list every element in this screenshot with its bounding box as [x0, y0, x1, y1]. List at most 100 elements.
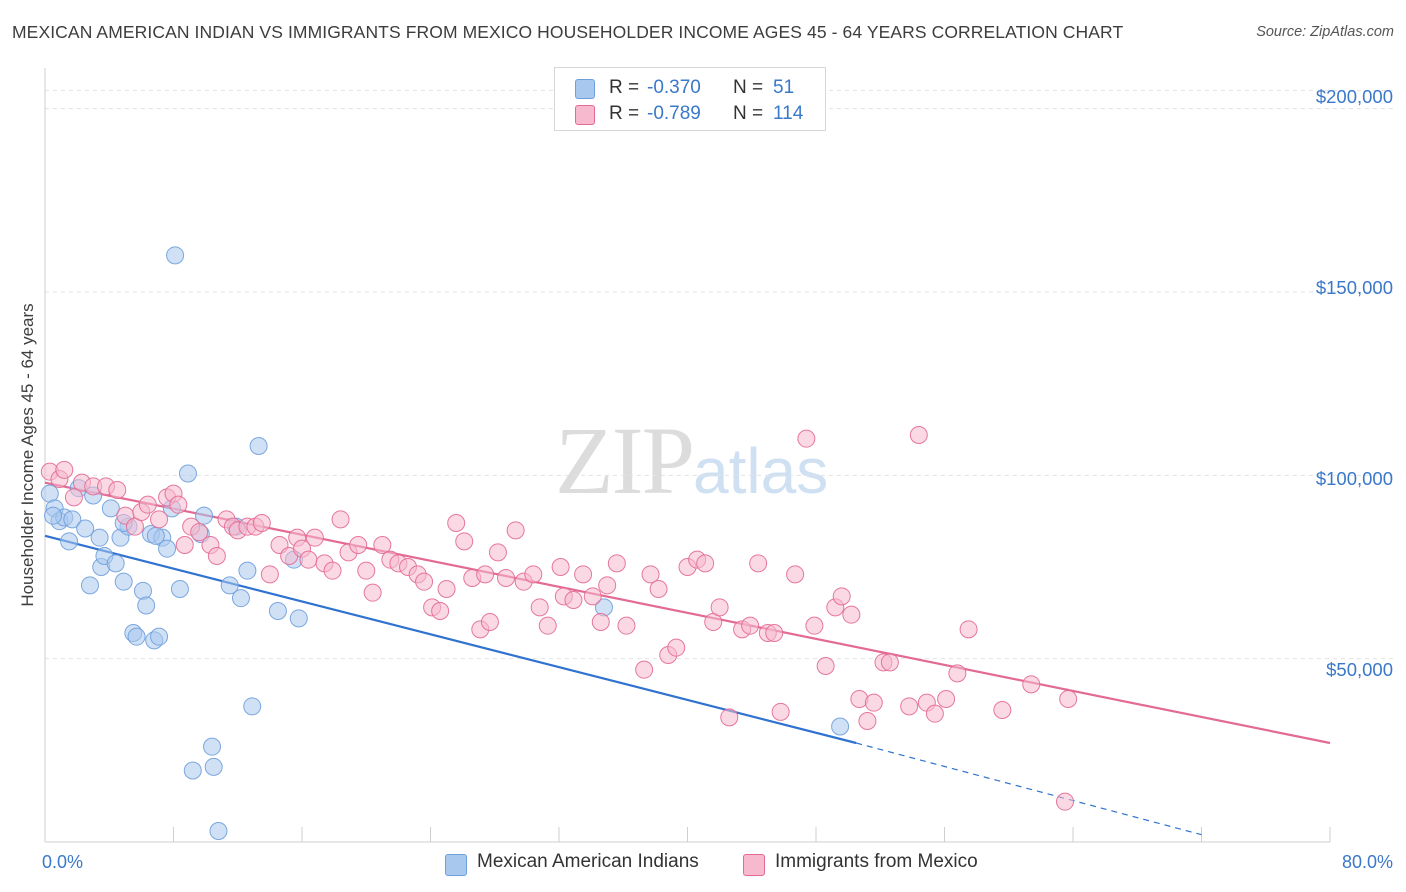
point-immigrants-from-mexico: [993, 701, 1012, 719]
point-immigrants-from-mexico: [530, 598, 549, 617]
point-immigrants-from-mexico: [55, 460, 74, 479]
point-mexican-american-indians: [203, 737, 222, 756]
point-immigrants-from-mexico: [696, 554, 715, 573]
y-tick-label-200000: $200,000: [1315, 86, 1393, 107]
point-immigrants-from-mexico: [598, 576, 617, 595]
point-immigrants-from-mexico: [488, 543, 507, 562]
point-mexican-american-indians: [150, 627, 169, 646]
point-immigrants-from-mexico: [771, 702, 790, 721]
point-immigrants-from-mexico: [138, 495, 157, 514]
x-tick-label-max: 80.0%: [1341, 852, 1393, 872]
point-mexican-american-indians: [114, 572, 133, 591]
data-points: [40, 246, 1078, 840]
legend-r-value: -0.370: [647, 77, 701, 98]
point-mexican-american-indians: [166, 246, 185, 265]
point-immigrants-from-mexico: [720, 708, 739, 727]
legend-n-value: 114: [773, 103, 804, 124]
point-immigrants-from-mexico: [150, 510, 169, 529]
chart-source: Source: ZipAtlas.com: [1256, 24, 1394, 40]
point-immigrants-from-mexico: [880, 653, 899, 672]
point-immigrants-from-mexico: [538, 616, 557, 635]
chart-title: MEXICAN AMERICAN INDIAN VS IMMIGRANTS FR…: [12, 22, 1124, 42]
point-immigrants-from-mexico: [357, 561, 376, 580]
point-mexican-american-indians: [209, 822, 228, 840]
legend-n-label: N =: [733, 77, 764, 98]
legend-r-label: R =: [609, 77, 640, 98]
point-immigrants-from-mexico: [858, 712, 877, 730]
point-immigrants-from-mexico: [816, 657, 835, 675]
point-mexican-american-indians: [133, 581, 152, 600]
point-mexican-american-indians: [90, 528, 109, 547]
point-immigrants-from-mexico: [551, 558, 570, 576]
series-swatch-blue: [445, 854, 467, 876]
point-immigrants-from-mexico: [252, 514, 271, 532]
point-immigrants-from-mexico: [900, 697, 919, 716]
x-tick-label-min: 0.0%: [42, 852, 84, 872]
point-immigrants-from-mexico: [797, 429, 816, 448]
legend-n-label: N =: [733, 103, 764, 124]
series-swatch-pink: [743, 854, 765, 876]
point-mexican-american-indians: [289, 609, 308, 628]
point-immigrants-from-mexico: [649, 580, 668, 598]
point-mexican-american-indians: [183, 761, 202, 780]
point-immigrants-from-mexico: [331, 510, 350, 529]
point-mexican-american-indians: [63, 510, 82, 529]
point-immigrants-from-mexico: [864, 693, 883, 712]
point-immigrants-from-mexico: [506, 521, 525, 540]
point-mexican-american-indians: [137, 596, 156, 615]
point-immigrants-from-mexico: [299, 550, 318, 569]
point-immigrants-from-mexico: [564, 591, 583, 609]
point-immigrants-from-mexico: [64, 488, 83, 507]
point-immigrants-from-mexico: [447, 514, 466, 532]
point-immigrants-from-mexico: [635, 660, 654, 679]
point-immigrants-from-mexico: [373, 536, 392, 554]
point-immigrants-from-mexico: [207, 547, 226, 565]
point-mexican-american-indians: [127, 627, 146, 646]
point-mexican-american-indians: [44, 506, 63, 525]
y-tick-label-150000: $150,000: [1315, 277, 1393, 298]
point-immigrants-from-mexico: [710, 598, 729, 617]
point-immigrants-from-mexico: [415, 572, 434, 591]
point-immigrants-from-mexico: [1022, 675, 1041, 694]
point-immigrants-from-mexico: [667, 638, 686, 657]
point-mexican-american-indians: [243, 697, 262, 716]
point-mexican-american-indians: [238, 561, 257, 580]
legend-swatch-pink: [575, 105, 595, 125]
point-immigrants-from-mexico: [349, 536, 368, 554]
point-immigrants-from-mexico: [305, 528, 324, 547]
point-immigrants-from-mexico: [607, 554, 626, 573]
correlation-legend: R = -0.370 N = 51 R = -0.789 N = 114: [554, 67, 826, 131]
point-immigrants-from-mexico: [175, 536, 194, 554]
point-mexican-american-indians: [76, 519, 95, 538]
point-immigrants-from-mexico: [641, 565, 660, 584]
legend-r-value: -0.789: [647, 103, 701, 124]
point-immigrants-from-mexico: [455, 532, 474, 551]
point-mexican-american-indians: [60, 532, 79, 551]
point-immigrants-from-mexico: [524, 565, 543, 584]
point-immigrants-from-mexico: [741, 616, 760, 635]
point-immigrants-from-mexico: [786, 565, 805, 584]
point-immigrants-from-mexico: [959, 620, 978, 639]
point-mexican-american-indians: [195, 506, 214, 525]
point-immigrants-from-mexico: [1059, 690, 1078, 708]
point-immigrants-from-mexico: [574, 565, 593, 584]
point-immigrants-from-mexico: [190, 523, 209, 542]
point-mexican-american-indians: [170, 580, 189, 598]
point-mexican-american-indians: [178, 464, 197, 483]
point-immigrants-from-mexico: [805, 616, 824, 635]
y-tick-label-50000: $50,000: [1326, 659, 1393, 680]
point-immigrants-from-mexico: [765, 624, 784, 642]
legend-swatch-blue: [575, 79, 595, 99]
point-mexican-american-indians: [268, 602, 287, 620]
point-immigrants-from-mexico: [842, 605, 861, 624]
point-immigrants-from-mexico: [323, 561, 342, 580]
series-legend-label: Mexican American Indians: [477, 851, 699, 872]
series-legend-label: Immigrants from Mexico: [775, 851, 978, 872]
point-immigrants-from-mexico: [583, 587, 602, 606]
point-immigrants-from-mexico: [948, 664, 967, 683]
point-mexican-american-indians: [231, 589, 250, 608]
point-immigrants-from-mexico: [617, 616, 636, 635]
legend-r-label: R =: [609, 103, 640, 124]
point-immigrants-from-mexico: [108, 481, 127, 499]
legend-n-value: 51: [773, 77, 795, 98]
